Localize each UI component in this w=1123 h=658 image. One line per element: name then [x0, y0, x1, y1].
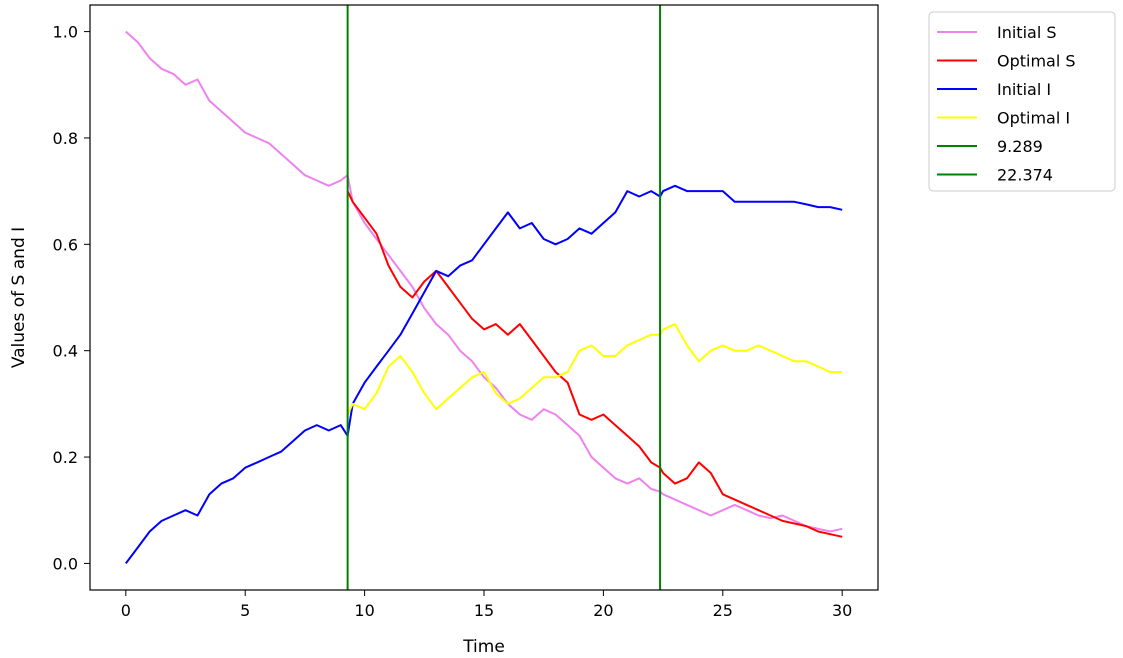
legend-label: 9.289 — [997, 137, 1043, 156]
legend-label: 22.374 — [997, 166, 1053, 185]
legend-item: Optimal S — [937, 52, 1076, 71]
legend-item: 9.289 — [937, 137, 1043, 156]
y-tick-label: 0.0 — [53, 554, 78, 573]
series-2-line — [125, 184, 843, 565]
y-tick-label: 1.0 — [53, 23, 78, 42]
y-axis-ticks: 0.0 0.2 0.4 0.6 0.8 1.0 — [53, 23, 90, 573]
legend-item: 22.374 — [937, 166, 1053, 185]
y-tick-label: 0.4 — [53, 342, 78, 361]
legend-item: Initial I — [937, 80, 1051, 99]
plot-frame — [89, 4, 879, 591]
x-tick-label: 10 — [354, 601, 374, 620]
legend-label: Initial S — [997, 23, 1057, 42]
legend-label: Optimal S — [997, 52, 1076, 71]
series-3-line — [346, 323, 843, 415]
legend-label: Optimal I — [997, 109, 1070, 128]
y-tick-label: 0.8 — [53, 129, 78, 148]
legend: Initial S Optimal S Initial I Optimal I 9.28… — [928, 11, 1116, 192]
legend-item: Optimal I — [937, 109, 1070, 128]
legend-label: Initial I — [997, 80, 1051, 99]
x-tick-label: 25 — [713, 601, 733, 620]
x-tick-label: 0 — [121, 601, 131, 620]
plot-lines — [125, 5, 843, 590]
y-tick-label: 0.6 — [53, 235, 78, 254]
x-axis-ticks: 0 5 10 15 20 25 30 — [121, 590, 852, 620]
y-tick-label: 0.2 — [53, 448, 78, 467]
x-tick-label: 5 — [240, 601, 250, 620]
y-axis-label: Values of S and I — [9, 227, 29, 368]
x-tick-label: 15 — [474, 601, 494, 620]
x-axis-label: Time — [462, 637, 505, 657]
series-1-line — [346, 190, 843, 538]
series-0-line — [125, 30, 843, 533]
x-tick-label: 30 — [832, 601, 852, 620]
legend-item: Initial S — [937, 23, 1057, 42]
x-tick-label: 20 — [593, 601, 613, 620]
